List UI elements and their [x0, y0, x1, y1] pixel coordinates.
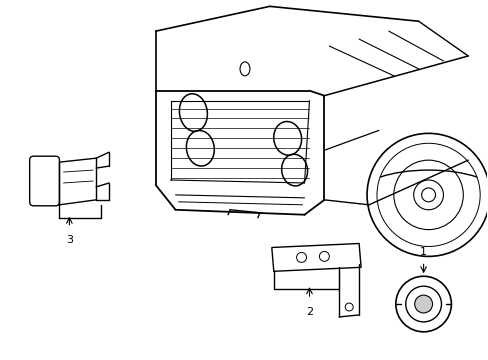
Circle shape: [414, 295, 432, 313]
Text: 2: 2: [305, 307, 312, 317]
Text: 1: 1: [419, 247, 426, 257]
Text: 3: 3: [66, 235, 73, 244]
